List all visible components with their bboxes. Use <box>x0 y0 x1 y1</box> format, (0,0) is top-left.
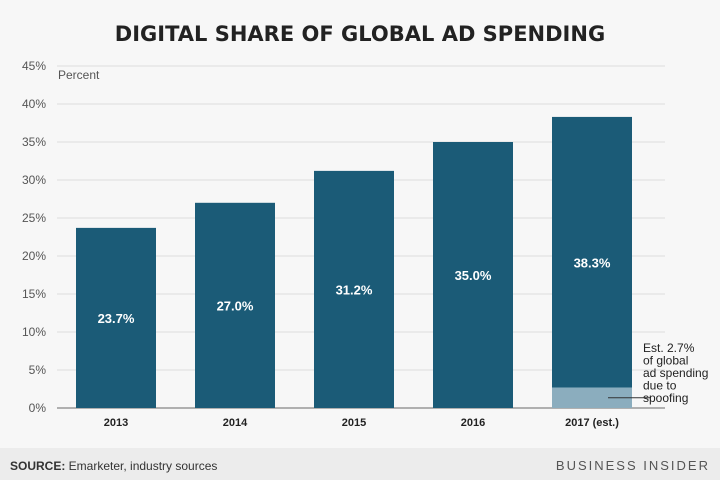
y-tick-label: 5% <box>29 363 47 377</box>
annotation-text: spoofing <box>643 391 688 405</box>
bar <box>76 227 156 408</box>
data-label: 31.2% <box>336 282 373 297</box>
annotation-text: ad spending <box>643 366 708 380</box>
x-tick-label: 2017 (est.) <box>565 417 619 429</box>
bar <box>433 142 513 408</box>
data-label: 27.0% <box>217 298 254 313</box>
y-tick-label: 25% <box>22 211 46 225</box>
data-label: 23.7% <box>98 311 135 326</box>
x-tick-label: 2013 <box>104 417 128 429</box>
y-tick-label: 10% <box>22 325 46 339</box>
bar <box>552 116 632 409</box>
annotation-text: Est. 2.7% <box>643 341 695 355</box>
bar <box>314 170 394 408</box>
y-tick-label: 0% <box>29 401 47 415</box>
data-label: 35.0% <box>455 268 492 283</box>
footer-band <box>0 448 720 480</box>
x-tick-label: 2015 <box>342 417 366 429</box>
bar-spoofing-segment <box>552 387 632 408</box>
y-tick-label: 35% <box>22 135 46 149</box>
source-label: SOURCE: <box>10 459 65 473</box>
brand-logo: BUSINESS INSIDER <box>556 458 710 473</box>
bar <box>195 202 275 408</box>
x-tick-label: 2016 <box>461 417 485 429</box>
y-tick-label: 40% <box>22 97 46 111</box>
source-text: Emarketer, industry sources <box>65 459 217 473</box>
annotation-text: of global <box>643 354 688 368</box>
annotation-text: due to <box>643 379 677 393</box>
source-note: SOURCE: Emarketer, industry sources <box>10 459 217 473</box>
y-tick-label: 15% <box>22 287 46 301</box>
y-axis-label: Percent <box>58 68 100 82</box>
data-label: 38.3% <box>574 255 611 270</box>
y-tick-label: 20% <box>22 249 46 263</box>
y-tick-label: 45% <box>22 59 46 73</box>
y-tick-label: 30% <box>22 173 46 187</box>
chart-title: DIGITAL SHARE OF GLOBAL AD SPENDING <box>115 22 605 46</box>
x-tick-label: 2014 <box>223 417 248 429</box>
